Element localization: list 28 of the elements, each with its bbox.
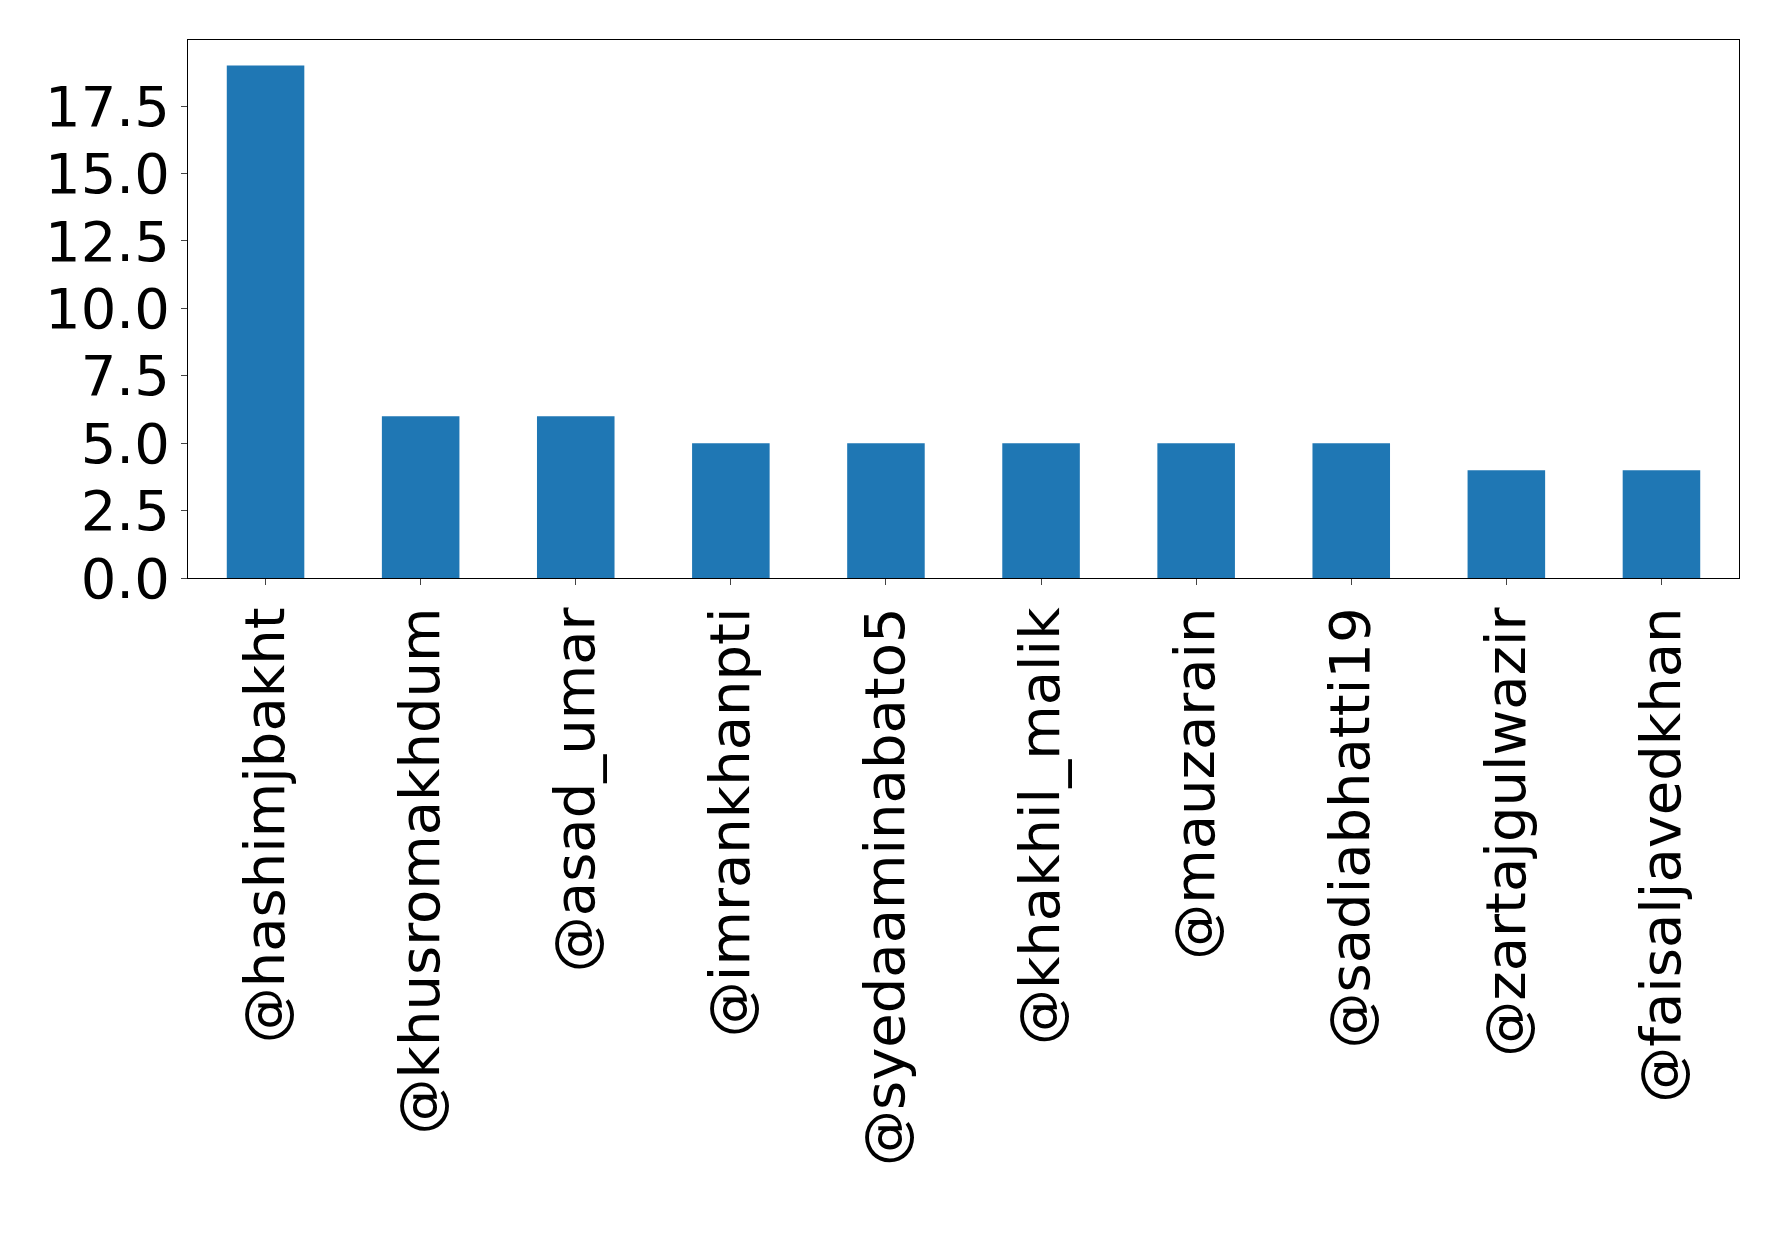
y-tick-label: 5.0	[80, 410, 170, 476]
y-tick-label: 0.0	[80, 545, 170, 611]
y-tick-label: 15.0	[45, 141, 170, 207]
x-tick-label: @hashimjbakht	[231, 607, 297, 1044]
bar	[1622, 470, 1701, 578]
x-tick-label: @khakhil_malik	[1007, 606, 1073, 1046]
bar	[536, 416, 615, 578]
bar	[226, 65, 305, 578]
y-tick-label: 7.5	[80, 343, 170, 409]
x-tick-label: @faisaljavedkhan	[1627, 607, 1693, 1103]
y-tick-label: 2.5	[80, 478, 170, 544]
x-tick-label: @sadiabhatti19	[1317, 607, 1383, 1049]
bar	[692, 443, 770, 578]
bar	[381, 416, 460, 578]
x-tick-label: @syedaaminabato5	[852, 607, 918, 1166]
bar	[1312, 443, 1391, 578]
bar	[1467, 470, 1546, 578]
x-tick-label: @zartajgulwazir	[1472, 606, 1538, 1057]
x-tick-label: @asad_umar	[541, 606, 607, 973]
y-tick-label: 10.0	[45, 275, 170, 341]
x-tick-label: @imrankhanpti	[697, 607, 763, 1038]
bar	[847, 443, 925, 578]
x-tick-label: @mauzarain	[1162, 607, 1228, 960]
y-tick-label: 17.5	[45, 73, 170, 139]
y-tick-label: 12.5	[45, 208, 170, 274]
bar	[1157, 443, 1235, 578]
bar	[1002, 443, 1080, 578]
x-tick-label: @khusromakhdum	[386, 607, 452, 1135]
